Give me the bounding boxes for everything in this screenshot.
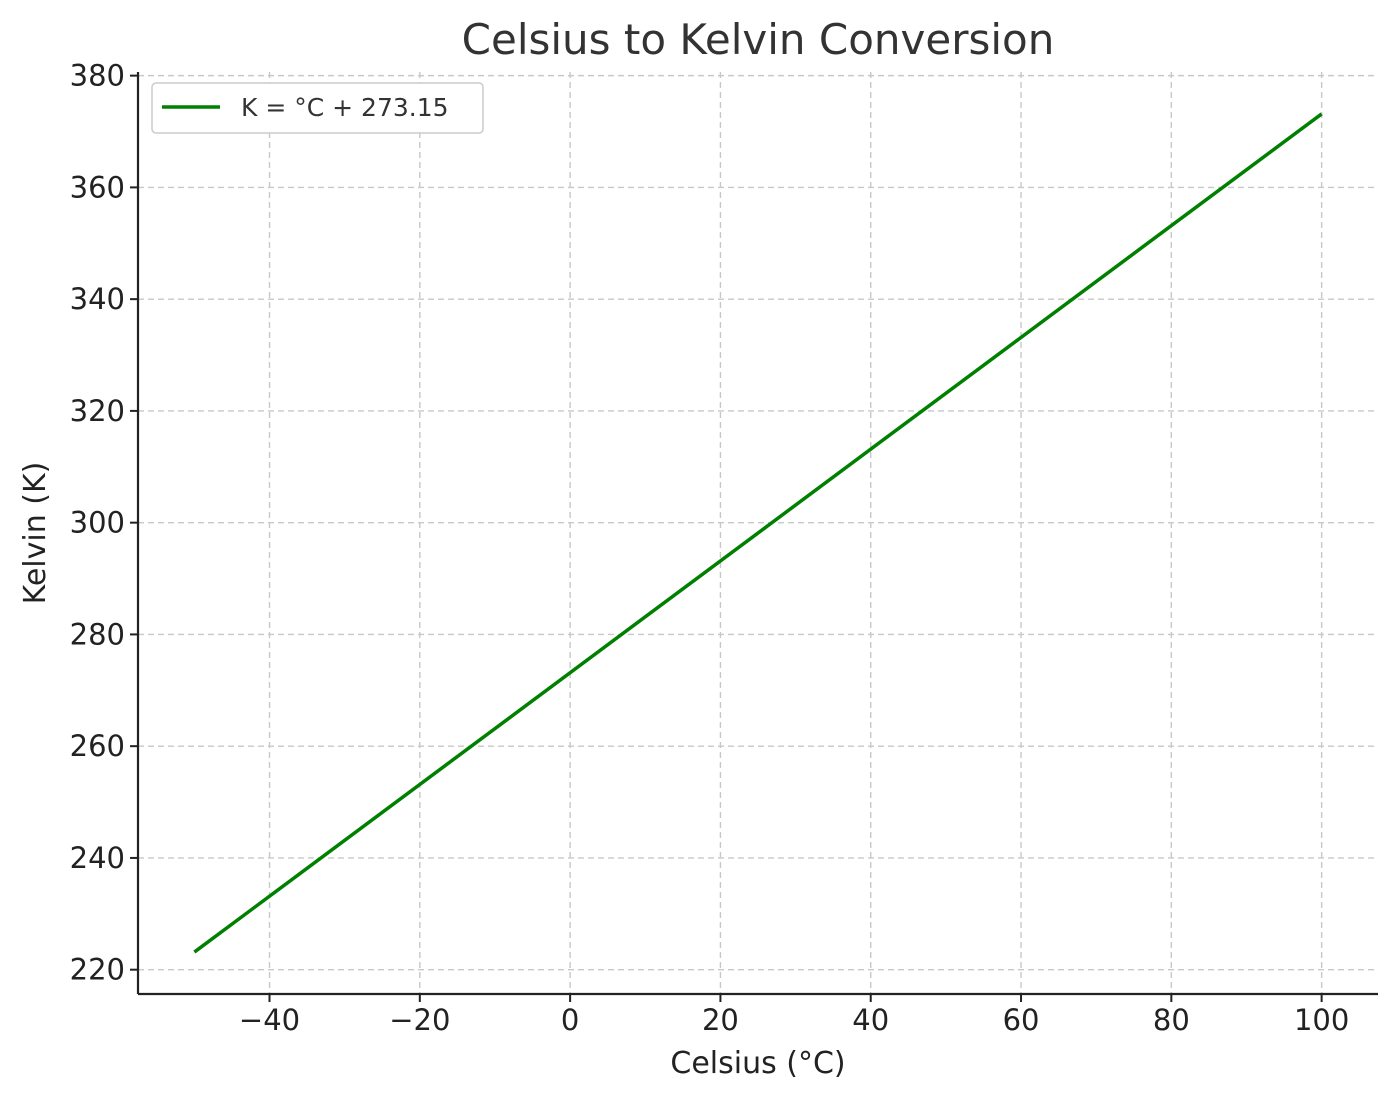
y-tick-label: 320 — [70, 394, 125, 428]
x-tick-label: 20 — [702, 1003, 739, 1037]
x-tick-label: 0 — [561, 1003, 579, 1037]
grid — [138, 72, 1378, 994]
y-tick-label: 240 — [70, 841, 125, 875]
x-tick-label: 100 — [1294, 1003, 1349, 1037]
y-tick-label: 260 — [70, 729, 125, 763]
series-line — [193, 112, 1323, 954]
x-tick-label: −20 — [389, 1003, 450, 1037]
x-ticks: −40 −20 0 20 40 60 80 100 — [239, 994, 1349, 1037]
y-ticks: 220 240 260 280 300 320 340 360 380 — [70, 59, 138, 987]
series-layer — [193, 112, 1323, 954]
chart-title: Celsius to Kelvin Conversion — [462, 15, 1055, 64]
y-tick-label: 300 — [70, 506, 125, 540]
x-tick-label: 80 — [1153, 1003, 1190, 1037]
x-axis-label: Celsius (°C) — [670, 1046, 845, 1081]
x-tick-label: 40 — [852, 1003, 889, 1037]
y-tick-label: 280 — [70, 617, 125, 651]
legend: K = °C + 273.15 — [151, 82, 484, 134]
legend-label: K = °C + 273.15 — [241, 93, 449, 122]
y-axis-label: Kelvin (K) — [18, 462, 53, 605]
y-tick-label: 380 — [70, 59, 125, 93]
y-tick-label: 360 — [70, 170, 125, 204]
legend-box — [151, 82, 484, 134]
x-tick-label: −40 — [239, 1003, 300, 1037]
y-tick-label: 340 — [70, 282, 125, 316]
y-tick-label: 220 — [70, 953, 125, 987]
x-tick-label: 60 — [1003, 1003, 1040, 1037]
